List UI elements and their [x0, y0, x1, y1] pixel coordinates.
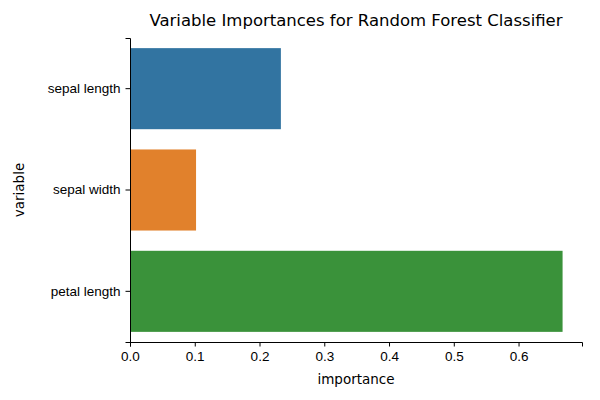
bar [130, 48, 281, 129]
x-tick-mark [454, 342, 455, 347]
x-tick-label: 0.6 [510, 349, 529, 364]
x-tick-mark [260, 342, 261, 347]
x-tick-label: 0.4 [380, 349, 399, 364]
plot: 0.0 0.1 0.2 0.3 0.4 0.5 0.6 sepal length sepal w… [48, 39, 583, 365]
x-tick-label: 0.2 [251, 349, 270, 364]
y-axis: sepal length sepal width petal length [48, 39, 131, 343]
bar [130, 251, 563, 332]
y-tick: petal length [51, 284, 130, 299]
x-axis: 0.0 0.1 0.2 0.3 0.4 0.5 0.6 [121, 342, 582, 364]
x-tick: 0.2 [251, 342, 270, 364]
x-tick-mark [324, 342, 325, 347]
x-axis-title: importance [317, 371, 394, 387]
x-tick-label: 0.0 [121, 349, 140, 364]
x-tick-label: 0.1 [186, 349, 205, 364]
y-tick-label: sepal width [53, 182, 121, 197]
x-tick-mark [195, 342, 196, 347]
y-tick-label: petal length [51, 284, 121, 299]
x-tick: 0.3 [315, 342, 334, 364]
x-tick: 0.6 [510, 342, 529, 364]
title: Variable Importances for Random Forest C… [149, 11, 562, 30]
chart: 0.0 0.1 0.2 0.3 0.4 0.5 0.6 sepal length sepal w… [0, 0, 600, 400]
x-tick: 0.0 [121, 342, 140, 364]
bars [130, 48, 563, 332]
x-tick-mark [389, 342, 390, 347]
x-tick: 0.4 [380, 342, 399, 364]
bar [130, 149, 196, 230]
x-tick: 0.1 [186, 342, 205, 364]
y-tick: sepal length [48, 81, 130, 96]
y-tick-mark [126, 88, 131, 89]
x-axis-line [131, 343, 583, 347]
x-tick-mark [519, 342, 520, 347]
x-tick-label: 0.5 [445, 349, 464, 364]
y-tick-label: sepal length [48, 81, 121, 96]
x-tick: 0.5 [445, 342, 464, 364]
y-tick-mark [126, 291, 131, 292]
y-tick: sepal width [53, 182, 130, 197]
y-axis-line [126, 39, 131, 343]
y-tick-mark [126, 190, 131, 191]
y-axis-title: variable [11, 163, 27, 217]
x-tick-label: 0.3 [315, 349, 334, 364]
